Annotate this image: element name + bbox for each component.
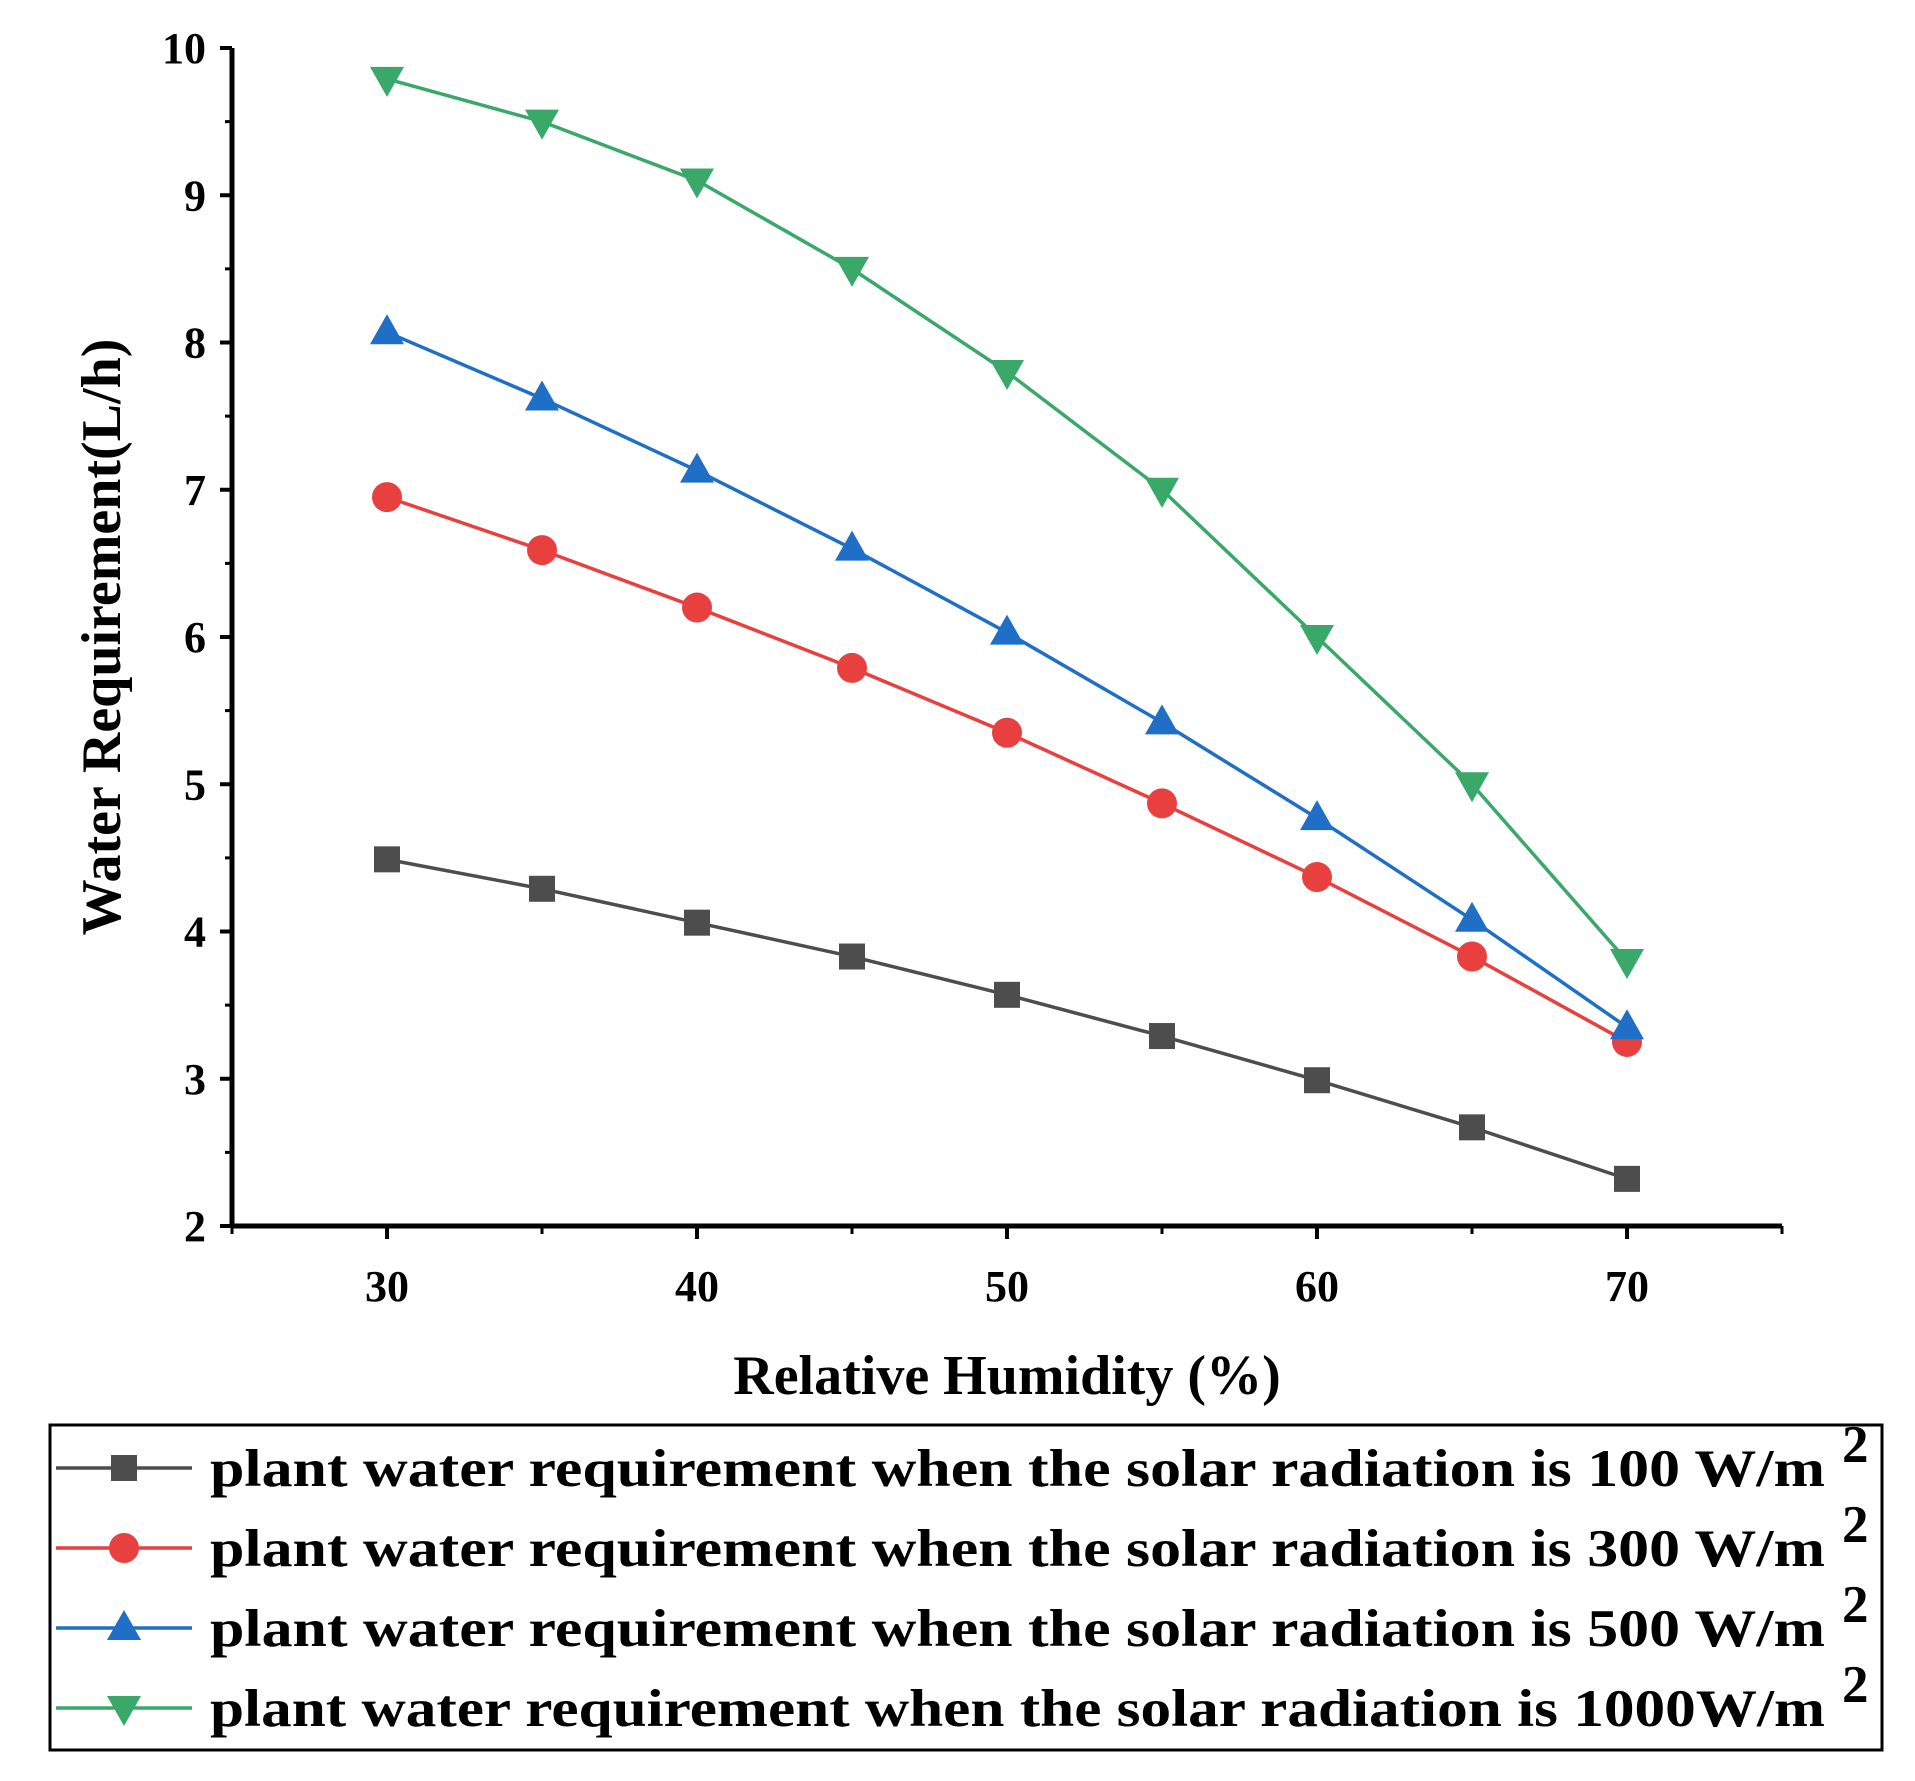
data-point (1457, 941, 1487, 972)
data-point (529, 875, 555, 902)
y-tick-label: 7 (184, 466, 206, 515)
legend-swatch-marker (111, 1455, 137, 1481)
series-line (386, 857, 1628, 1181)
data-point (1614, 1165, 1640, 1192)
legend-label: plant water requirement when the solar r… (210, 1680, 1825, 1738)
y-axis-title: Water Requirement(L/h) (71, 339, 133, 936)
legend-item: plant water requirement when the solar r… (56, 1576, 1869, 1658)
y-tick-label: 9 (184, 171, 206, 220)
y-tick-label: 4 (184, 908, 206, 957)
legend-label: plant water requirement when the solar r… (210, 1440, 1825, 1498)
data-point (370, 314, 404, 345)
data-point (990, 614, 1024, 645)
y-tick-label: 6 (184, 613, 206, 662)
data-point (839, 943, 865, 970)
legend-items: plant water requirement when the solar r… (56, 1416, 1869, 1738)
legend-label: plant water requirement when the solar r… (210, 1600, 1825, 1658)
x-tick-label: 50 (985, 1262, 1029, 1311)
y-tick-label: 3 (184, 1055, 206, 1104)
data-point (1145, 704, 1179, 735)
data-point (1302, 862, 1332, 893)
data-point (372, 482, 402, 513)
series-4 (370, 66, 1644, 979)
y-tick-label: 5 (184, 760, 206, 809)
series-layer (370, 66, 1644, 1192)
legend-label-superscript: 2 (1842, 1496, 1869, 1554)
data-point (1304, 1067, 1330, 1094)
data-point (837, 652, 867, 683)
series-3 (370, 314, 1644, 1040)
data-point (835, 256, 869, 287)
x-tick-label: 30 (365, 1262, 409, 1311)
legend-swatch-marker (107, 1610, 141, 1640)
y-tick-label: 10 (162, 24, 206, 73)
data-point (1455, 772, 1489, 803)
legend-item: plant water requirement when the solar r… (56, 1496, 1869, 1578)
y-tick-label: 2 (184, 1202, 206, 1251)
x-tick-label: 60 (1295, 1262, 1339, 1311)
data-point (1147, 788, 1177, 819)
data-point (1300, 800, 1334, 831)
data-point (527, 535, 557, 566)
data-point (1300, 625, 1334, 655)
legend-swatch-marker (107, 1696, 141, 1726)
legend-swatch-marker (109, 1533, 139, 1563)
data-point (684, 909, 710, 936)
x-axis-title: Relative Humidity (%) (733, 1345, 1280, 1407)
legend-label: plant water requirement when the solar r… (210, 1520, 1825, 1578)
data-point (682, 592, 712, 623)
legend-item: plant water requirement when the solar r… (56, 1656, 1869, 1738)
legend: plant water requirement when the solar r… (48, 1416, 1884, 1752)
legend-label-superscript: 2 (1842, 1656, 1869, 1714)
legend-item: plant water requirement when the solar r… (56, 1416, 1869, 1498)
data-point (835, 530, 869, 561)
data-point (525, 109, 559, 140)
y-tick-label: 8 (184, 319, 206, 368)
legend-label-superscript: 2 (1842, 1416, 1869, 1474)
data-point (1145, 477, 1179, 508)
x-tick-label: 70 (1605, 1262, 1649, 1311)
series-line (386, 495, 1628, 1044)
data-point (994, 981, 1020, 1008)
data-point (525, 380, 559, 411)
data-point (1459, 1114, 1485, 1141)
series-2 (372, 482, 1642, 1057)
data-point (680, 452, 714, 483)
data-point (374, 846, 400, 873)
legend-label-superscript: 2 (1842, 1576, 1869, 1634)
plot-area: 2 3 4 5 6 7 8 9 10 30 40 50 60 70 (162, 24, 1784, 1311)
data-point (370, 66, 404, 97)
series-line (386, 330, 1628, 1029)
x-tick-label: 40 (675, 1262, 719, 1311)
data-point (990, 359, 1024, 390)
legend-box (48, 1423, 1884, 1752)
data-point (1149, 1023, 1175, 1050)
data-point (1610, 1009, 1644, 1040)
data-point (680, 168, 714, 199)
series-line (386, 77, 1629, 963)
x-ticks: 30 40 50 60 70 (230, 1226, 1784, 1311)
series-1 (374, 846, 1640, 1192)
y-ticks: 2 3 4 5 6 7 8 9 10 (162, 24, 232, 1251)
data-point (1455, 901, 1489, 932)
data-point (1610, 948, 1644, 979)
data-point (992, 717, 1022, 748)
